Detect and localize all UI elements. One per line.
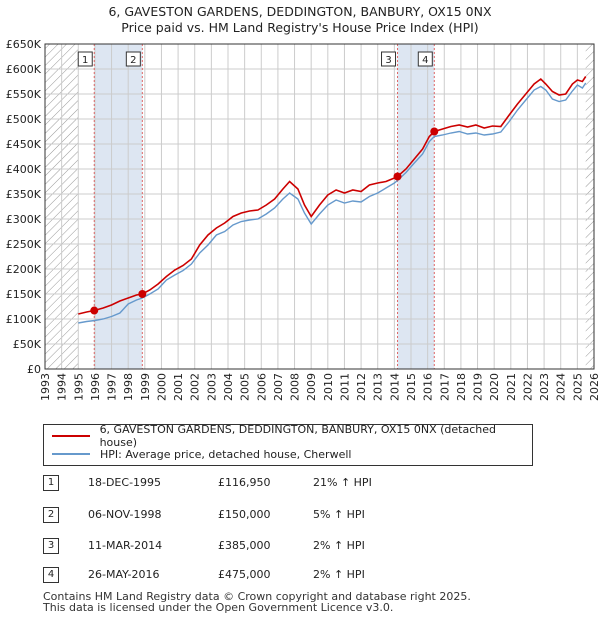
- x-tick-label: 2021: [505, 373, 518, 401]
- footer-attribution: Contains HM Land Registry data © Crown c…: [43, 591, 471, 613]
- y-tick-label: £200K: [6, 263, 42, 276]
- transaction-row: 2 06-NOV-1998 £150,000 5% ↑ HPI: [43, 507, 443, 525]
- y-tick-label: £250K: [6, 238, 42, 251]
- x-tick-label: 2010: [322, 373, 335, 401]
- highlight-band: [397, 44, 435, 369]
- hpi-line: [78, 82, 587, 324]
- x-tick-label: 2004: [222, 373, 235, 401]
- legend-hpi-label: HPI: Average price, detached house, Cher…: [100, 447, 352, 461]
- y-tick-label: £150K: [6, 288, 42, 301]
- transaction-row: 4 26-MAY-2016 £475,000 2% ↑ HPI: [43, 567, 443, 585]
- x-tick-label: 1994: [56, 373, 69, 401]
- x-tick-label: 2022: [521, 373, 534, 401]
- x-tick-label: 2002: [189, 373, 202, 401]
- footer-license: This data is licensed under the Open Gov…: [43, 601, 394, 614]
- y-tick-label: £650K: [6, 38, 42, 51]
- x-tick-label: 2023: [538, 373, 551, 401]
- y-tick-label: £350K: [6, 188, 42, 201]
- transaction-hpi: 2% ↑ HPI: [313, 568, 365, 581]
- transaction-hpi: 2% ↑ HPI: [313, 539, 365, 552]
- transaction-point: [430, 127, 439, 136]
- plot-frame: [44, 43, 595, 370]
- hatch-after-data: [585, 44, 594, 369]
- x-tick-label: 2007: [272, 373, 285, 401]
- x-tick-label: 2005: [239, 373, 252, 401]
- chart-legend: 6, GAVESTON GARDENS, DEDDINGTON, BANBURY…: [43, 423, 533, 466]
- transaction-number: 2: [43, 507, 59, 523]
- transaction-label-box: [77, 51, 93, 67]
- transaction-date: 11-MAR-2014: [88, 539, 163, 552]
- price-chart: £0 £50K £100K £150K £200K £250K £300K £350K £400…: [6, 38, 600, 401]
- transaction-row: 3 11-MAR-2014 £385,000 2% ↑ HPI: [43, 538, 443, 556]
- transaction-date: 06-NOV-1998: [88, 508, 162, 521]
- x-tick-label: 2016: [422, 373, 435, 401]
- transaction-date: 18-DEC-1995: [88, 476, 162, 489]
- x-tick-label: 2012: [355, 373, 368, 401]
- y-tick-label: £600K: [6, 63, 42, 76]
- x-tick-label: 1995: [72, 373, 85, 401]
- transaction-point: [90, 306, 99, 315]
- x-tick-label: 2018: [455, 373, 468, 401]
- y-tick-label: £550K: [6, 88, 42, 101]
- x-tick-label: 2020: [488, 373, 501, 401]
- transaction-hpi: 21% ↑ HPI: [313, 476, 372, 489]
- x-tick-label: 2019: [472, 373, 485, 401]
- x-tick-label: 1993: [39, 373, 52, 401]
- y-tick-label: £500K: [6, 113, 42, 126]
- y-tick-label: £300K: [6, 213, 42, 226]
- price-line-swatch: [52, 435, 90, 437]
- transaction-label-box: [381, 51, 397, 67]
- y-tick-label: £100K: [6, 313, 42, 326]
- transaction-price: £116,950: [218, 476, 271, 489]
- transaction-label-box: [125, 51, 141, 67]
- legend-item-hpi: HPI: Average price, detached house, Cher…: [52, 446, 351, 462]
- chart-title-line1: 6, GAVESTON GARDENS, DEDDINGTON, BANBURY…: [108, 4, 492, 19]
- legend-item-price: 6, GAVESTON GARDENS, DEDDINGTON, BANBURY…: [52, 423, 532, 449]
- x-tick-label: 1999: [139, 373, 152, 401]
- transaction-label: 1: [82, 55, 88, 66]
- transaction-price: £385,000: [218, 539, 271, 552]
- x-tick-label: 2011: [338, 373, 351, 401]
- hpi-line-swatch: [52, 453, 90, 455]
- x-tick-label: 2015: [405, 373, 418, 401]
- transaction-row: 1 18-DEC-1995 £116,950 21% ↑ HPI: [43, 475, 443, 493]
- x-tick-label: 1998: [122, 373, 135, 401]
- transaction-price: £475,000: [218, 568, 271, 581]
- x-tick-label: 2014: [388, 373, 401, 401]
- legend-price-label: 6, GAVESTON GARDENS, DEDDINGTON, BANBURY…: [99, 423, 496, 449]
- transaction-point: [138, 290, 147, 298]
- chart-title-line2: Price paid vs. HM Land Registry's House …: [121, 20, 479, 35]
- x-tick-label: 2026: [588, 373, 600, 401]
- transaction-number: 4: [43, 567, 59, 583]
- y-tick-label: £450K: [6, 138, 42, 151]
- x-tick-label: 2006: [255, 373, 268, 401]
- x-tick-label: 2001: [172, 373, 185, 401]
- x-tick-label: 2008: [289, 373, 302, 401]
- highlight-band: [94, 44, 143, 369]
- transaction-label-box: [417, 51, 433, 67]
- transaction-date: 26-MAY-2016: [88, 568, 160, 581]
- y-tick-label: £0: [27, 363, 41, 376]
- y-tick-label: £400K: [6, 163, 42, 176]
- x-tick-label: 1997: [106, 373, 119, 401]
- x-tick-label: 2013: [372, 373, 385, 401]
- transaction-label: 4: [422, 55, 428, 66]
- transaction-number: 3: [43, 538, 59, 554]
- transaction-label: 3: [385, 55, 391, 66]
- x-tick-label: 2000: [155, 373, 168, 401]
- footer-copyright: Contains HM Land Registry data © Crown c…: [43, 590, 471, 603]
- transaction-price: £150,000: [218, 508, 271, 521]
- x-tick-label: 2024: [555, 373, 568, 401]
- y-tick-label: £50K: [13, 338, 42, 351]
- price-paid-line: [78, 76, 587, 315]
- x-tick-label: 1996: [89, 373, 102, 401]
- transaction-label: 2: [130, 55, 136, 66]
- transaction-number: 1: [43, 475, 59, 491]
- transaction-hpi: 5% ↑ HPI: [313, 508, 365, 521]
- x-tick-label: 2017: [438, 373, 451, 401]
- x-tick-label: 2003: [205, 373, 218, 401]
- transaction-point: [393, 172, 402, 181]
- x-tick-label: 2009: [305, 373, 318, 401]
- x-tick-label: 2025: [571, 373, 584, 401]
